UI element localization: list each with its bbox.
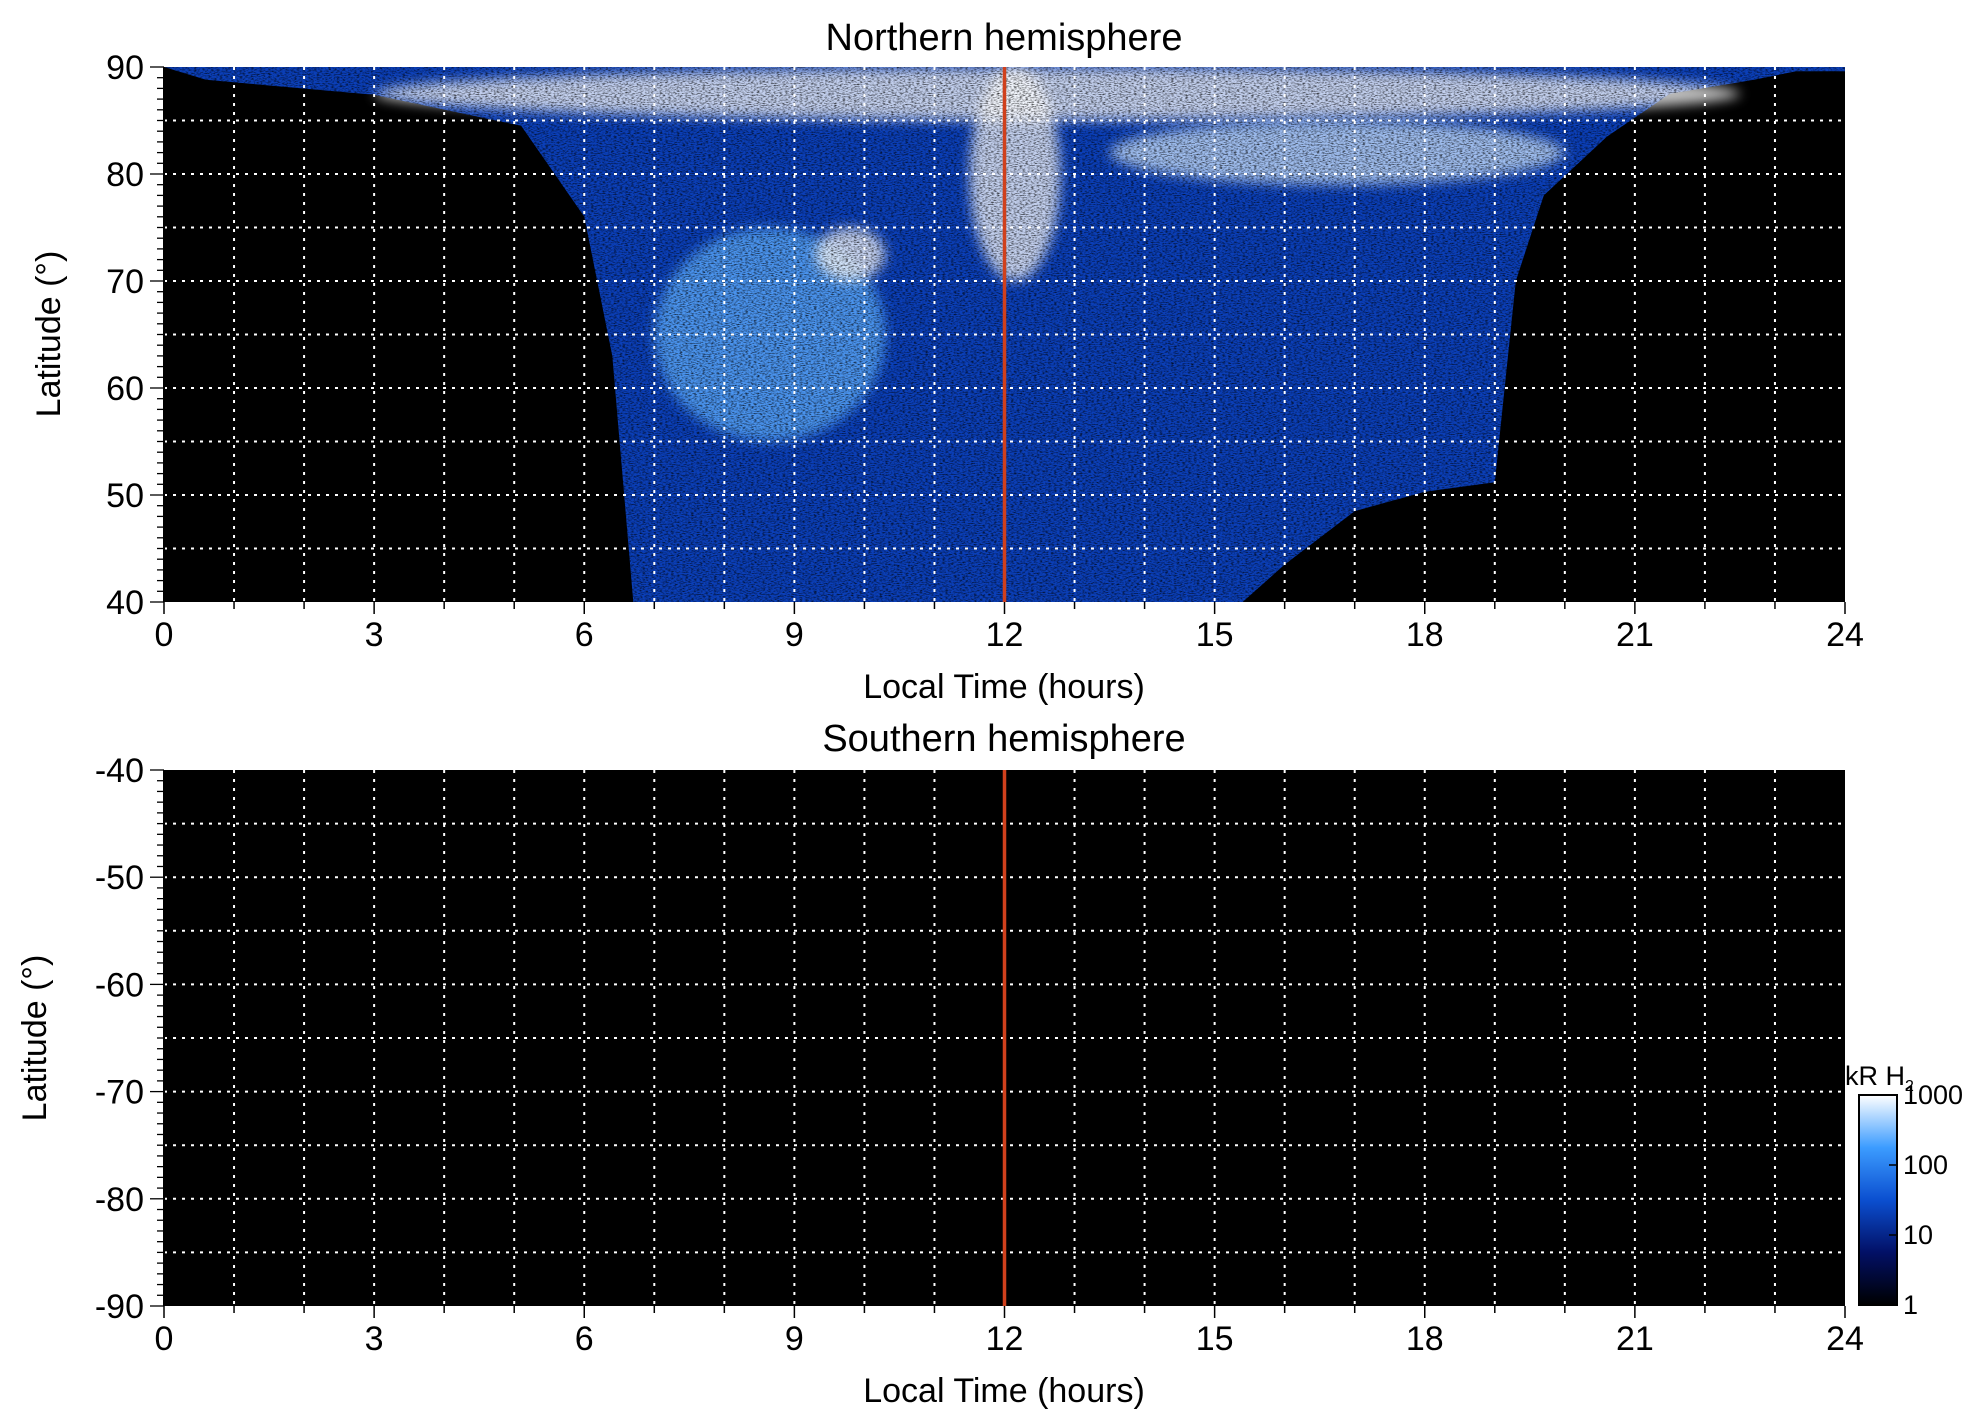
- x-tick-label: 0: [155, 616, 174, 654]
- colorbar-ticks: 1000 100 10 1: [1889, 1080, 1963, 1320]
- north-grid: [164, 67, 1845, 602]
- north-x-axis-label: Local Time (hours): [863, 668, 1145, 706]
- colorbar-label-main: kR H: [1845, 1061, 1905, 1091]
- y-tick-label: 60: [106, 370, 144, 408]
- north-y-axis-label: Latitude (°): [30, 251, 68, 418]
- y-tick-label: -60: [95, 966, 144, 1004]
- north-panel: Northern hemisphere 0 3 6 9 12 15 18 21 24 40 50 6…: [30, 17, 1864, 706]
- south-x-axis: 0 3 6 9 12 15 18 21 24: [155, 1306, 1864, 1358]
- north-x-axis: 0 3 6 9 12 15 18 21 24: [155, 602, 1864, 654]
- colorbar-tick-label: 1: [1903, 1290, 1918, 1320]
- x-tick-label: 3: [365, 1320, 384, 1358]
- north-y-axis: 40 50 60 70 80 90: [106, 49, 165, 622]
- north-title: Northern hemisphere: [826, 17, 1183, 59]
- south-y-axis-label: Latitude (°): [16, 955, 54, 1122]
- x-tick-label: 24: [1826, 616, 1864, 654]
- south-x-axis-label: Local Time (hours): [863, 1372, 1145, 1410]
- x-tick-label: 9: [785, 1320, 804, 1358]
- south-title: Southern hemisphere: [822, 718, 1185, 760]
- y-tick-label: 80: [106, 156, 144, 194]
- south-grid: [164, 770, 1845, 1306]
- colorbar-tick-label: 10: [1903, 1220, 1933, 1250]
- x-tick-label: 6: [575, 616, 594, 654]
- x-tick-label: 15: [1196, 616, 1234, 654]
- y-tick-label: 90: [106, 49, 144, 87]
- x-tick-label: 18: [1406, 1320, 1444, 1358]
- x-tick-label: 3: [365, 616, 384, 654]
- x-tick-label: 21: [1616, 616, 1654, 654]
- south-panel: Southern hemisphere 0 3 6 9 12 15 18 21 24 -40 -5…: [16, 718, 1864, 1410]
- x-tick-label: 21: [1616, 1320, 1654, 1358]
- colorbar-label-subscript: 2: [1905, 1078, 1914, 1095]
- colorbar: kR H2 1000 100 10 1: [1845, 1061, 1963, 1320]
- y-tick-label: -90: [95, 1288, 144, 1326]
- colorbar-scale: [1858, 1094, 1898, 1306]
- y-tick-label: -80: [95, 1181, 144, 1219]
- colorbar-label: kR H2: [1845, 1061, 1914, 1095]
- x-tick-label: 15: [1196, 1320, 1234, 1358]
- colorbar-tick-label: 1000: [1903, 1080, 1963, 1110]
- y-tick-label: 50: [106, 477, 144, 515]
- colorbar-tick-label: 100: [1903, 1150, 1948, 1180]
- x-tick-label: 9: [785, 616, 804, 654]
- y-tick-label: 70: [106, 263, 144, 301]
- x-tick-label: 0: [155, 1320, 174, 1358]
- south-y-axis: -40 -50 -60 -70 -80 -90: [95, 752, 165, 1326]
- y-tick-label: -70: [95, 1074, 144, 1112]
- x-tick-label: 6: [575, 1320, 594, 1358]
- y-tick-label: -50: [95, 859, 144, 897]
- x-tick-label: 12: [986, 616, 1024, 654]
- x-tick-label: 18: [1406, 616, 1444, 654]
- y-tick-label: -40: [95, 752, 144, 790]
- x-tick-label: 12: [986, 1320, 1024, 1358]
- y-tick-label: 40: [106, 584, 144, 622]
- x-tick-label: 24: [1826, 1320, 1864, 1358]
